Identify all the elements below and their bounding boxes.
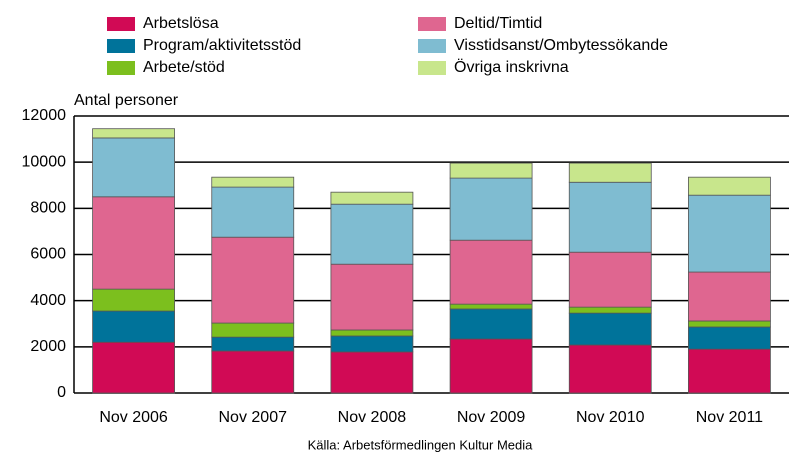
bar-segment bbox=[211, 350, 295, 394]
bar-segment bbox=[330, 351, 414, 394]
bar-segment bbox=[688, 326, 771, 350]
legend-label: Övriga inskrivna bbox=[454, 58, 569, 76]
y-tick-label: 0 bbox=[57, 384, 66, 401]
source: Källa: Arbetsförmedlingen Kultur Media bbox=[308, 437, 534, 452]
bar-segment bbox=[449, 177, 533, 241]
bar-segment bbox=[211, 176, 295, 188]
legend-swatch bbox=[418, 61, 446, 75]
bar-segment bbox=[449, 239, 533, 305]
bar-segment bbox=[92, 128, 175, 139]
bar-segment bbox=[211, 336, 295, 352]
y-tick-label: 10000 bbox=[22, 153, 67, 170]
legend-label: Arbetslösa bbox=[143, 15, 219, 32]
bar-segment bbox=[330, 191, 414, 205]
bar-segment bbox=[688, 194, 771, 273]
legend-swatch bbox=[418, 39, 446, 53]
bar-segment bbox=[688, 320, 771, 328]
y-axis-label: Antal personer bbox=[74, 92, 179, 109]
y-tick-label: 2000 bbox=[30, 338, 66, 355]
bar-segment bbox=[330, 263, 414, 331]
bar-segment bbox=[568, 312, 652, 346]
bar-segment bbox=[568, 306, 652, 314]
x-tick-label: Nov 2009 bbox=[457, 409, 526, 426]
y-tick-label: 4000 bbox=[30, 292, 66, 309]
bar-segment bbox=[568, 344, 652, 394]
bar-segment bbox=[330, 203, 414, 265]
bar-segment bbox=[568, 162, 652, 183]
bar-segment bbox=[92, 196, 175, 290]
legend-swatch bbox=[107, 17, 135, 31]
bar-segment bbox=[92, 341, 175, 394]
bar-segment bbox=[449, 308, 533, 340]
x-tick-label: Nov 2011 bbox=[696, 409, 763, 426]
bar-segment bbox=[330, 329, 414, 337]
bar-segment bbox=[568, 251, 652, 308]
bar-segment bbox=[211, 236, 295, 324]
x-tick-label: Nov 2010 bbox=[576, 409, 645, 426]
y-tick-label: 8000 bbox=[30, 200, 66, 217]
bar-segment bbox=[449, 338, 533, 394]
bar-segment bbox=[449, 162, 533, 179]
bar-segment bbox=[688, 348, 771, 394]
bar-segment bbox=[688, 176, 771, 196]
legend-swatch bbox=[107, 39, 135, 53]
bar-segment bbox=[211, 186, 295, 238]
legend-swatch bbox=[418, 17, 446, 31]
bar-segment bbox=[330, 335, 414, 353]
legend-label: Arbete/stöd bbox=[143, 59, 225, 76]
y-tick-label: 12000 bbox=[22, 107, 67, 124]
y-tick-label: 6000 bbox=[30, 246, 66, 263]
x-tick-label: Nov 2006 bbox=[99, 409, 168, 426]
legend-swatch bbox=[107, 61, 135, 75]
legend-label: Program/aktivitetsstöd bbox=[143, 37, 301, 54]
legend-label: Visstidsanst/Ombytessökande bbox=[454, 37, 668, 54]
x-tick-label: Nov 2008 bbox=[338, 409, 407, 426]
bar-segment bbox=[92, 137, 175, 198]
bar-segment bbox=[211, 322, 295, 338]
bar-segment bbox=[92, 310, 175, 343]
bar-segment bbox=[92, 288, 175, 312]
bar-segment bbox=[688, 271, 771, 322]
legend-label: Deltid/Timtid bbox=[454, 15, 542, 32]
x-tick-label: Nov 2007 bbox=[219, 409, 288, 426]
bar-segment bbox=[449, 303, 533, 310]
bar-segment bbox=[568, 181, 652, 253]
